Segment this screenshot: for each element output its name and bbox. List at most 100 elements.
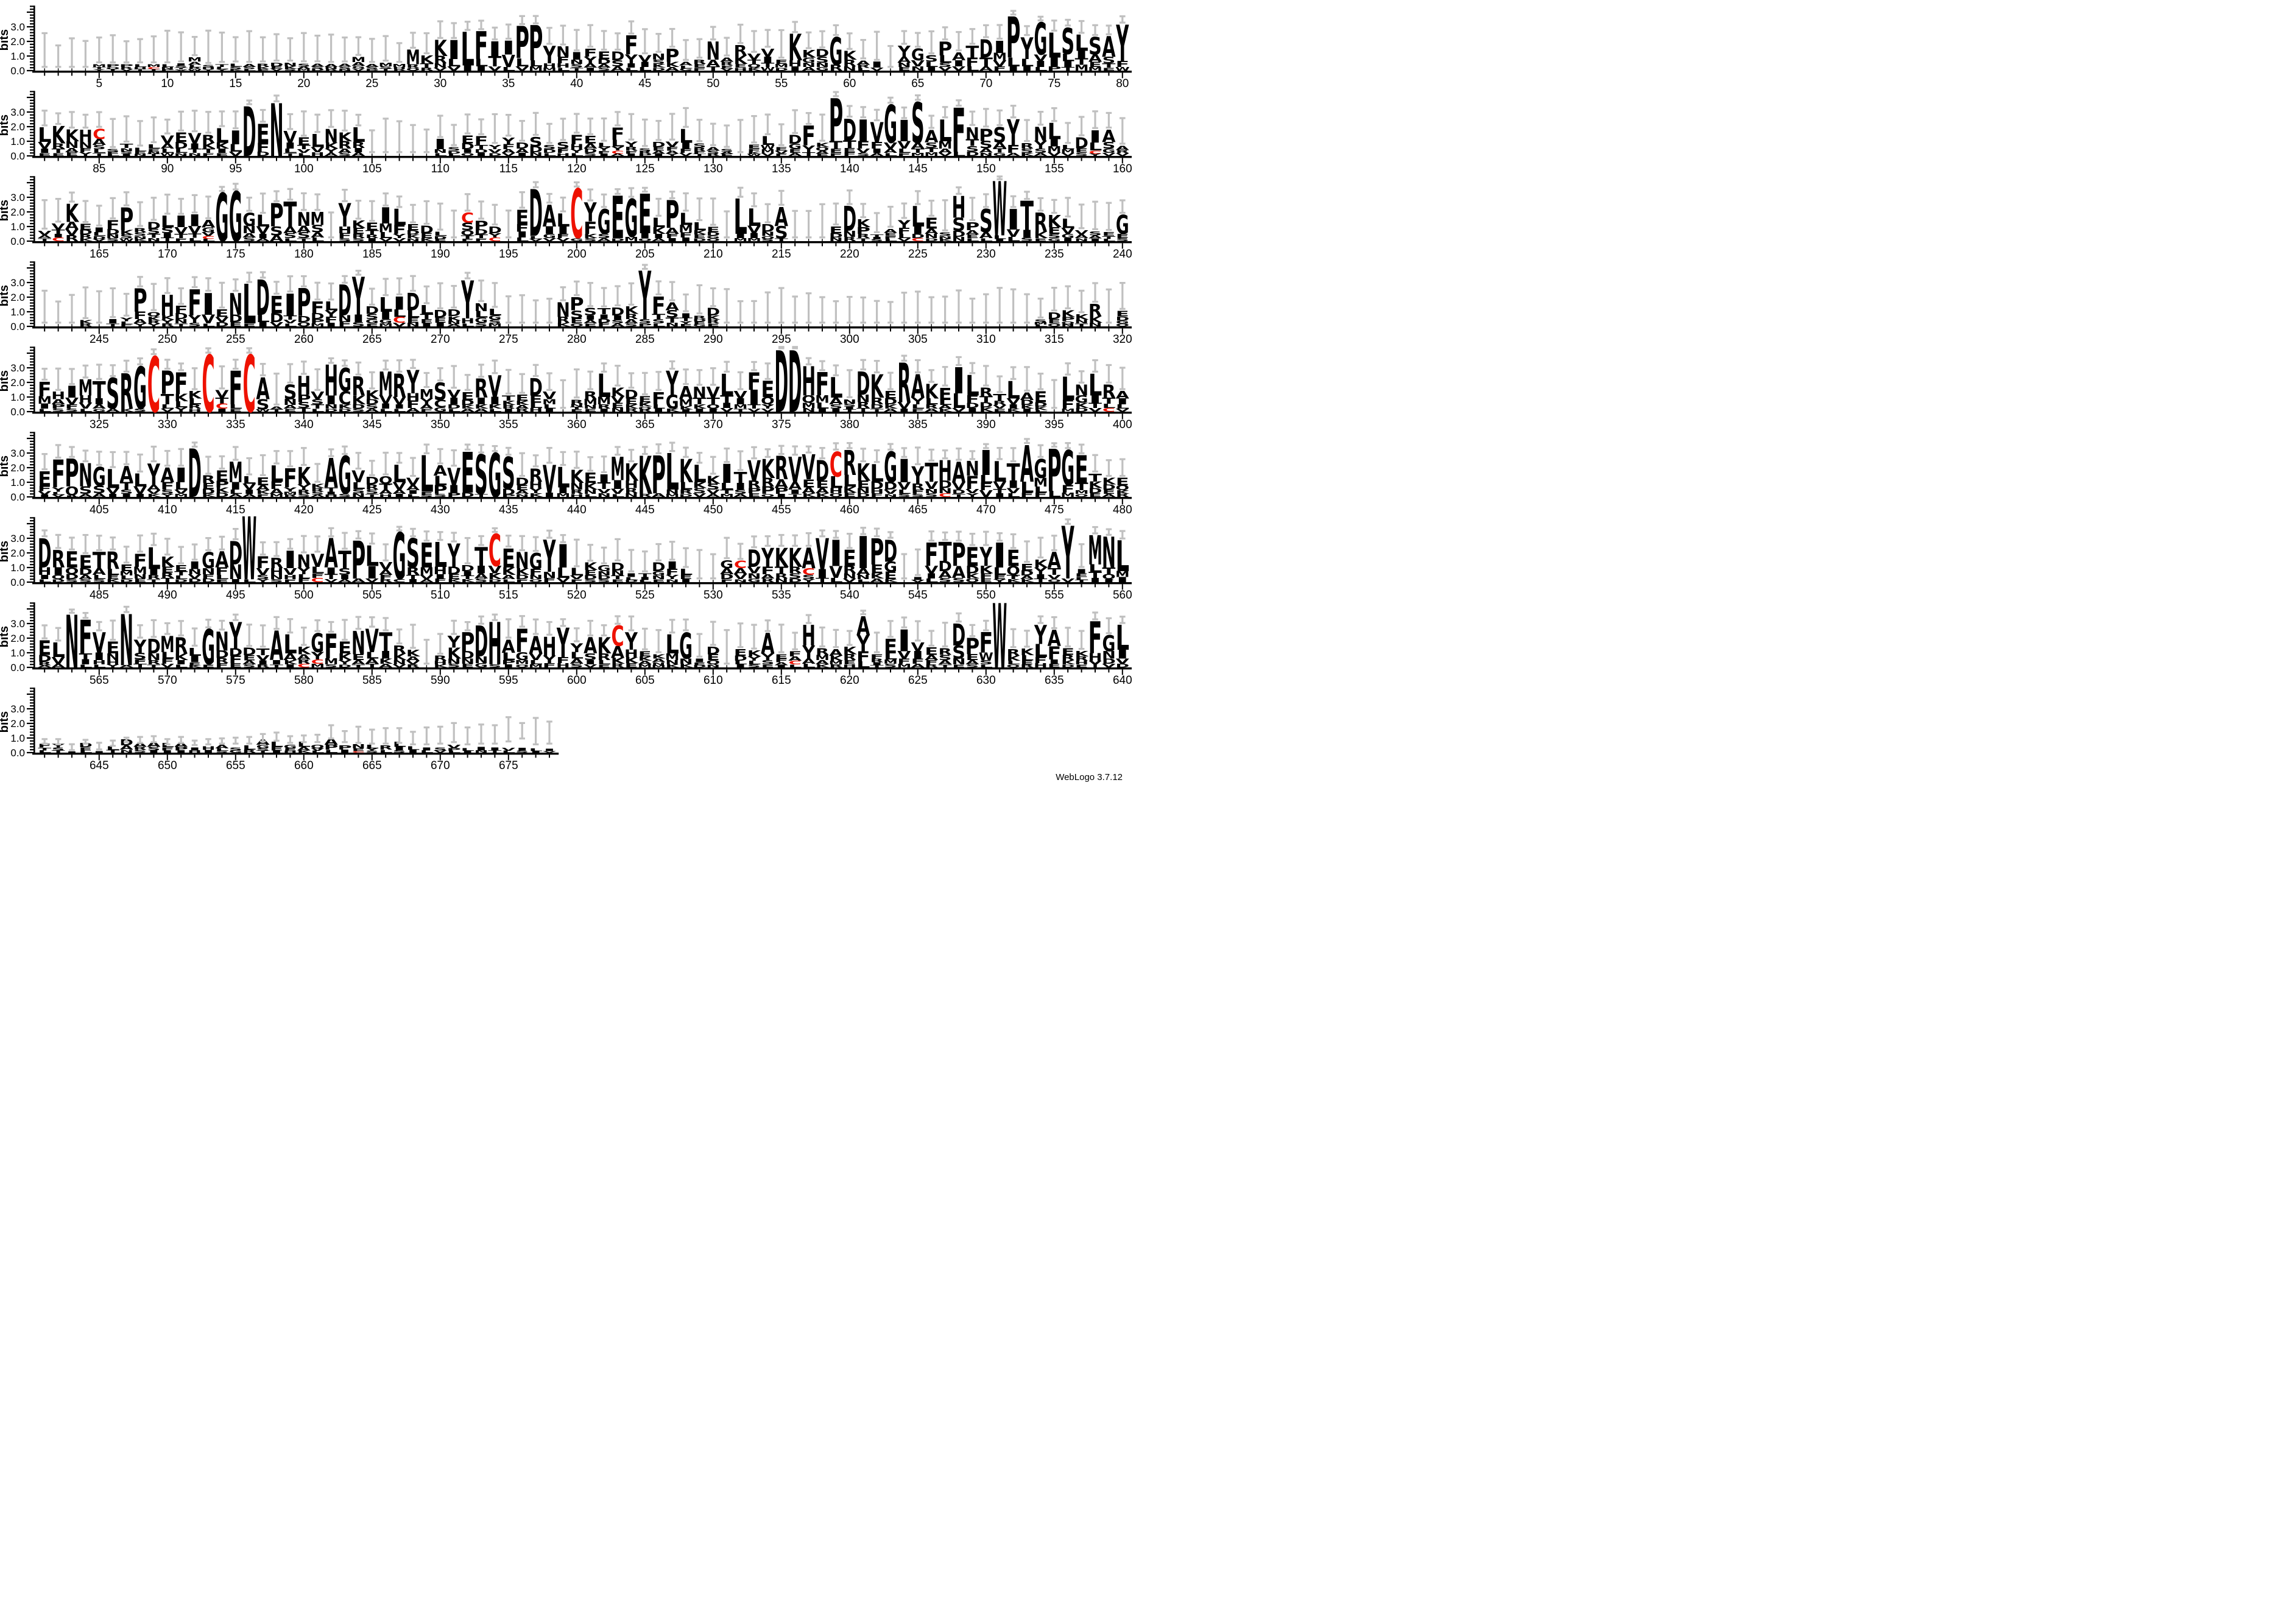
logo-letter-E-511: E [447,573,460,581]
error-bar-282 [601,287,607,308]
error-bar-210 [710,197,716,226]
error-bar-347 [396,359,403,373]
logo-letter-S-146: S [925,141,938,150]
logo-letter-F-248: F [133,311,147,322]
logo-letter-I-212: I [733,233,747,240]
error-bar-623 [887,620,894,638]
logo-letter-K-409: K [147,493,161,498]
logo-letter-A-509: A [420,578,434,583]
logo-letter-S-623: S [884,663,897,669]
logo-letter-K-516: K [515,567,530,577]
logo-letter-T-407: T [120,480,134,492]
logo-letter-V-68: V [952,65,966,72]
logo-letter-L-354: L [488,408,502,413]
logo-letter-C-192: C [461,211,474,227]
error-bar-543 [887,531,894,539]
logo-letter-T-433: T [474,493,488,498]
error-bar-428 [410,457,416,477]
y-axis-title: bits [0,370,11,392]
logo-letter-E-374: E [761,377,774,402]
logo-letter-V-601: V [584,664,598,669]
logo-letter-V-588: V [406,659,420,666]
logo-letter-I-512: I [460,570,474,577]
error-bar-465 [915,446,921,465]
logo-letter-K-549: K [965,572,980,580]
logo-letter-K-188: K [406,233,421,239]
error-bar-201 [587,188,593,202]
logo-letter-K-632: K [1006,655,1021,663]
error-bar-359 [560,379,566,409]
logo-letter-Y-250: Y [160,318,174,325]
logo-letter-I-502: I [324,566,338,576]
logo-letter-I-439: I [556,486,570,495]
logo-letter-A-504: A [351,577,365,583]
error-bar-446 [655,443,661,454]
logo-letter-F-473: F [1020,491,1034,499]
x-tick-label: 190 [431,248,450,261]
logo-letter-L-172: L [188,237,202,242]
error-bar-364 [628,372,635,389]
logo-letter-M-596: M [515,659,529,666]
logo-letter-T-171: T [174,233,188,240]
logo-letter-T-485: T [93,548,107,574]
logo-letter-I-165: I [92,227,106,234]
logo-letter-I-393: I [1020,408,1034,413]
logo-letter-S-421: S [311,491,324,496]
logo-letter-I-238: I [1088,238,1102,242]
error-bar-431 [451,449,457,467]
logo-letter-I-415: I [228,480,242,492]
logo-letter-E-121: E [584,135,597,146]
logo-letter-Y-527: Y [665,574,679,580]
logo-letter-I-650: I [160,750,174,754]
logo-letter-I-206: I [652,233,666,240]
logo-letter-A-178: A [270,234,284,243]
logo-letter-D-268: D [406,289,420,317]
logo-letter-A-147: A [938,147,952,154]
error-bar-21 [314,34,320,63]
logo-letter-Q-377: Q [802,394,816,406]
logo-letter-S-66: S [925,54,938,64]
logo-letter-D-448: D [679,493,693,498]
logo-letter-I-658: I [269,750,283,754]
logo-letter-E-414: E [215,468,228,484]
logo-letter-D-255: D [228,313,242,325]
error-bar-280 [574,280,580,297]
logo-letter-V-409: V [147,489,161,495]
logo-letter-R-620: R [843,653,856,662]
y-tick-label: 3.0 [10,277,25,289]
logo-letter-N-150: N [979,152,993,157]
logo-letter-Y-5: Y [92,69,107,71]
logo-letter-L-15: L [228,63,242,68]
logo-letter-T-452: T [734,469,747,487]
logo-letter-D-512: D [460,564,474,573]
logo-letter-F-183: F [338,232,352,240]
error-bar-417 [259,454,266,476]
logo-letter-L-634: L [1034,641,1048,661]
logo-letter-I-259: I [283,288,297,323]
error-bar-306 [928,296,934,324]
logo-letter-Y-247: Y [119,317,133,323]
logo-letter-V-232: V [1006,227,1020,239]
error-bar-632 [1010,628,1017,649]
logo-letter-M-146: M [924,152,939,157]
logo-letter-P-629: P [965,634,980,660]
x-tick-label: 240 [1113,248,1132,261]
logo-letter-I-346: I [379,402,393,410]
stub-stack-544 [903,580,905,582]
logo-letter-L-266: L [379,294,393,317]
logo-letter-K-164: K [79,237,93,242]
logo-letter-A-635: A [1048,626,1062,652]
logo-letter-R-284: R [624,313,638,321]
logo-letter-V-173: V [202,231,216,237]
logo-letter-Y-591: Y [447,633,461,652]
logo-letter-P-10: P [160,69,175,71]
logo-letter-K-367: K [665,408,679,413]
logo-letter-D-25: D [365,69,379,71]
logo-letter-I-505: I [365,563,379,583]
error-bar-617 [805,614,812,624]
logo-letter-V-577: V [256,654,269,662]
error-bar-162 [55,197,62,223]
logo-letter-T-162: T [52,228,66,236]
logo-letter-R-444: R [624,487,638,495]
logo-letter-V-388: V [952,407,966,413]
